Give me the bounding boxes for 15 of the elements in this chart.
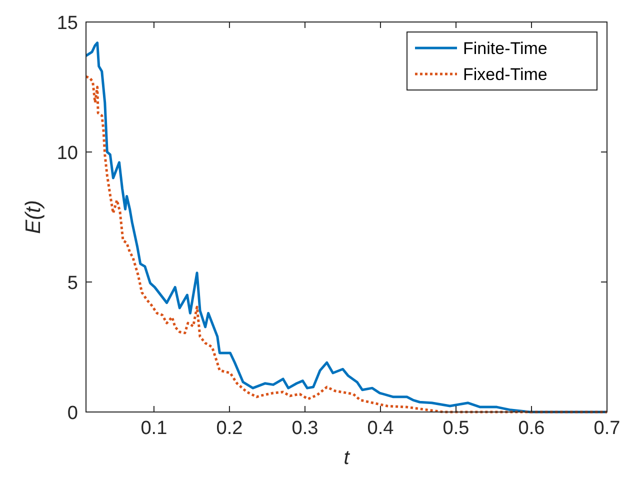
x-tick-label: 0.3 xyxy=(292,418,318,439)
y-tick-label: 5 xyxy=(67,273,78,294)
y-tick-label: 0 xyxy=(67,403,78,424)
x-tick-label: 0.6 xyxy=(518,418,545,439)
legend-label: Finite-Time xyxy=(463,39,548,58)
x-axis-title: t xyxy=(344,447,351,469)
x-tick-label: 0.2 xyxy=(216,418,243,439)
x-tick-label: 0.5 xyxy=(442,418,470,439)
x-tick-label: 0.7 xyxy=(594,418,620,439)
y-tick-label: 10 xyxy=(56,143,78,164)
y-axis-title: E(t) xyxy=(22,200,45,234)
y-tick-label: 15 xyxy=(56,13,78,34)
x-tick-label: 0.1 xyxy=(140,418,168,439)
legend-label: Fixed-Time xyxy=(463,65,548,84)
x-tick-label: 0.4 xyxy=(367,418,394,439)
